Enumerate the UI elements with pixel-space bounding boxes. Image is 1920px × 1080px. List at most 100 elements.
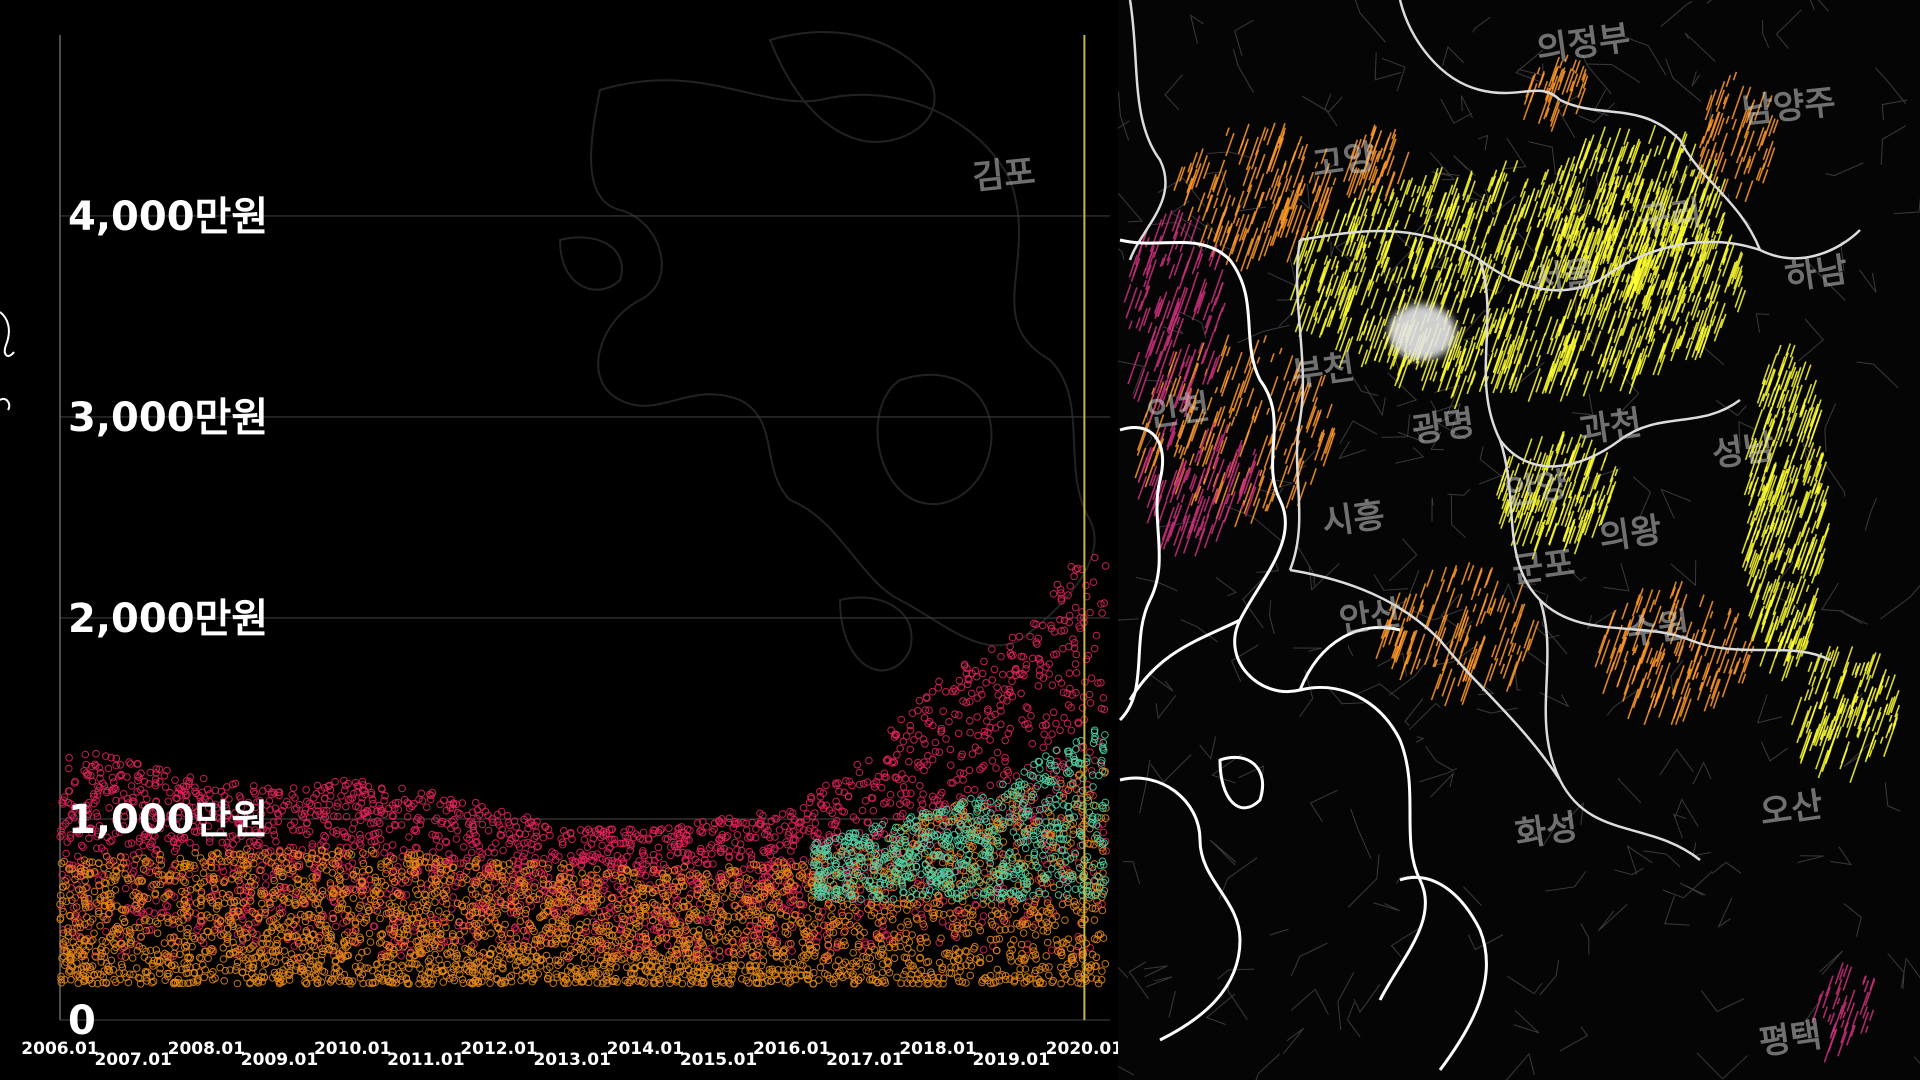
data-point	[942, 735, 950, 743]
data-point	[244, 798, 253, 807]
data-point	[539, 833, 548, 842]
data-point	[1027, 711, 1035, 720]
data-point	[990, 665, 999, 674]
data-point	[683, 902, 692, 911]
data-point	[462, 896, 470, 904]
data-point	[931, 747, 940, 756]
data-point	[855, 768, 864, 777]
data-point	[456, 930, 464, 939]
data-point	[56, 832, 65, 841]
data-point	[530, 883, 539, 891]
data-point	[431, 816, 439, 825]
data-point	[436, 800, 444, 809]
data-point	[880, 769, 889, 778]
data-point	[185, 803, 194, 811]
data-point	[1038, 621, 1047, 630]
data-point	[282, 797, 291, 806]
data-point	[988, 757, 997, 765]
data-point	[908, 775, 917, 784]
data-point	[678, 979, 687, 988]
data-point	[621, 839, 630, 847]
data-point	[795, 831, 804, 839]
data-point	[924, 903, 933, 911]
data-point	[979, 945, 988, 954]
data-point	[816, 792, 825, 801]
data-point	[986, 736, 994, 744]
data-point	[167, 832, 175, 840]
data-point	[921, 706, 930, 714]
data-point	[974, 731, 982, 740]
data-point	[1085, 690, 1094, 699]
data-point	[135, 848, 143, 857]
data-point	[121, 953, 130, 961]
data-point	[747, 833, 755, 842]
data-point	[127, 782, 136, 790]
data-point	[137, 932, 145, 941]
data-point	[906, 745, 915, 754]
data-point	[877, 783, 886, 792]
data-point	[1082, 655, 1091, 664]
data-point	[313, 899, 322, 907]
data-point	[444, 937, 452, 946]
data-point	[140, 810, 149, 819]
data-point	[999, 838, 1008, 846]
data-point	[117, 952, 126, 960]
data-point	[1060, 626, 1069, 635]
data-point	[581, 959, 589, 968]
data-point	[1049, 708, 1058, 717]
data-point	[339, 919, 347, 927]
data-point	[391, 821, 400, 830]
data-point	[93, 844, 101, 853]
data-point	[959, 776, 967, 784]
data-point	[315, 905, 324, 914]
data-point	[349, 894, 358, 902]
data-point	[512, 934, 521, 943]
data-point	[659, 860, 668, 869]
data-point	[124, 799, 132, 807]
data-point	[834, 779, 843, 787]
data-point	[697, 844, 705, 853]
data-point	[1090, 644, 1099, 653]
data-point	[708, 828, 717, 836]
data-point	[747, 855, 756, 863]
data-point	[816, 787, 824, 796]
data-point	[1029, 943, 1037, 951]
data-point	[1067, 726, 1076, 735]
data-point	[872, 970, 881, 979]
data-point	[1050, 650, 1058, 659]
data-point	[939, 910, 948, 919]
data-point	[938, 918, 947, 926]
data-point	[275, 788, 284, 796]
data-point	[405, 833, 413, 841]
data-point	[746, 865, 754, 873]
data-point	[1003, 697, 1011, 705]
data-point	[935, 938, 944, 947]
data-point	[1006, 724, 1015, 733]
data-point	[1019, 653, 1028, 661]
data-point	[445, 850, 453, 858]
data-point	[849, 948, 858, 957]
data-point	[534, 842, 543, 851]
data-point	[204, 954, 212, 963]
data-point	[108, 773, 117, 782]
data-point	[976, 765, 984, 774]
data-point	[986, 781, 995, 790]
data-point	[135, 838, 144, 846]
data-point	[955, 711, 963, 719]
data-point	[733, 831, 742, 839]
data-point	[413, 816, 421, 824]
data-point	[558, 838, 567, 847]
data-point	[380, 796, 388, 805]
data-point	[776, 841, 784, 849]
data-point	[1009, 936, 1018, 944]
data-point	[293, 924, 302, 933]
data-point	[219, 944, 228, 952]
data-point	[1034, 654, 1043, 663]
data-point	[431, 831, 440, 840]
data-point	[313, 781, 322, 790]
data-point	[191, 843, 200, 852]
data-point	[924, 719, 933, 728]
data-point	[1025, 724, 1033, 733]
data-point	[967, 689, 976, 698]
data-point	[366, 938, 375, 946]
